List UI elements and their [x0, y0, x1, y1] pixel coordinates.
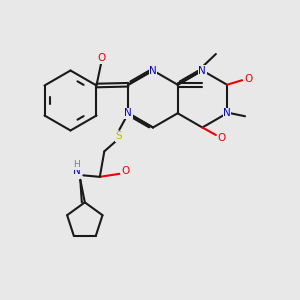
Text: O: O — [244, 74, 252, 84]
Text: H: H — [73, 160, 80, 169]
Text: N: N — [124, 108, 132, 118]
Text: N: N — [149, 65, 157, 76]
Text: N: N — [199, 65, 206, 76]
Text: O: O — [98, 53, 106, 64]
Text: N: N — [223, 108, 231, 118]
Text: O: O — [218, 133, 226, 143]
Text: N: N — [73, 166, 81, 176]
Text: O: O — [122, 167, 130, 176]
Text: S: S — [115, 131, 122, 141]
